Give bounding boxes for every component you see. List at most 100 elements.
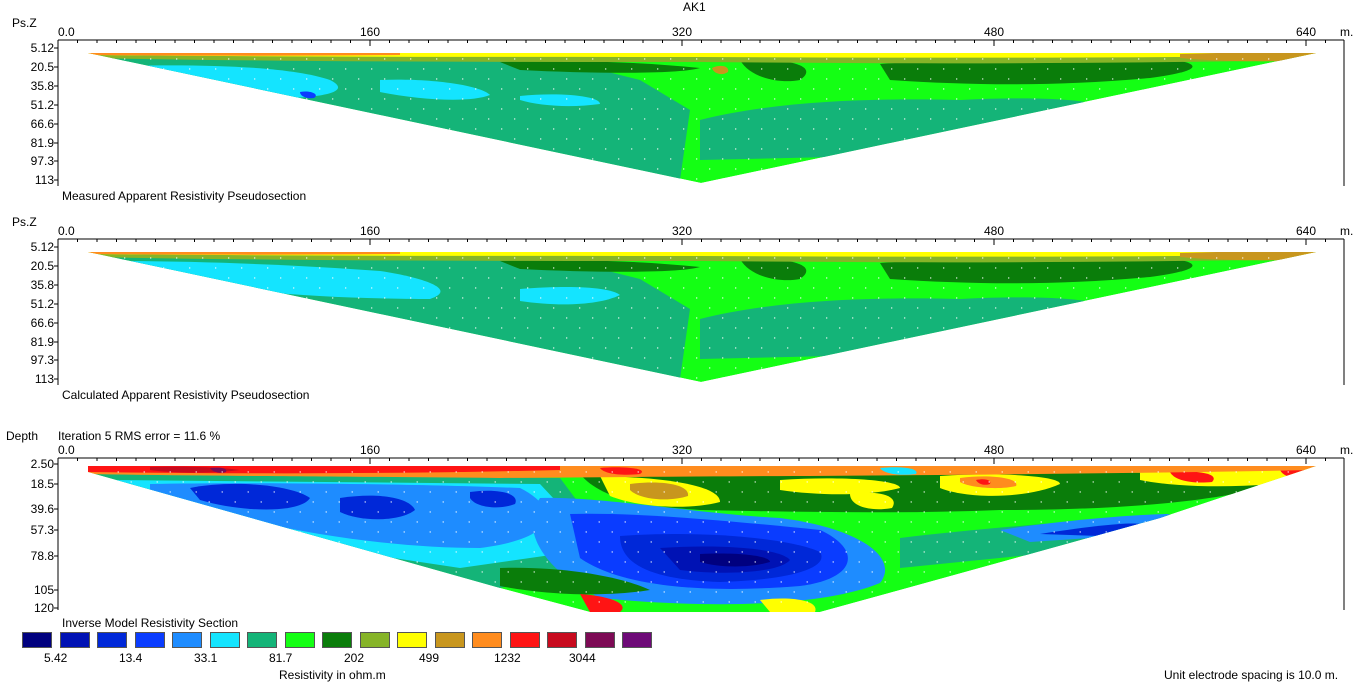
data-point: [267, 108, 269, 110]
data-point: [878, 138, 880, 140]
data-point: [878, 118, 880, 120]
data-point: [1222, 481, 1224, 483]
data-point: [579, 287, 581, 289]
data-point: [826, 78, 828, 80]
data-point: [189, 68, 191, 70]
data-point: [436, 158, 438, 160]
data-point: [683, 148, 685, 150]
high-resistivity-zone: [740, 59, 807, 82]
data-point: [416, 581, 418, 583]
data-point: [1125, 168, 1127, 170]
data-point: [995, 88, 997, 90]
data-point: [1300, 581, 1302, 583]
data-point: [553, 148, 555, 150]
data-point: [1066, 481, 1068, 483]
data-point: [143, 591, 145, 593]
data-point: [397, 267, 399, 269]
data-point: [683, 287, 685, 289]
data-point: [520, 481, 522, 483]
data-point: [332, 158, 334, 160]
data-point: [1281, 168, 1283, 170]
data-point: [1066, 561, 1068, 563]
data-point: [1151, 68, 1153, 70]
data-point: [137, 307, 139, 309]
data-point: [657, 68, 659, 70]
data-point: [936, 581, 938, 583]
data-point: [566, 317, 568, 319]
data-point: [644, 58, 646, 60]
data-point: [280, 58, 282, 60]
data-point: [1287, 591, 1289, 593]
data-point: [670, 158, 672, 160]
data-point: [793, 531, 795, 533]
data-point: [1060, 337, 1062, 339]
data-point: [312, 601, 314, 603]
depth-tick-label: 66.6: [31, 117, 55, 131]
data-point: [1125, 148, 1127, 150]
data-point: [241, 128, 243, 130]
data-point: [878, 78, 880, 80]
data-point: [455, 471, 457, 473]
data-point: [267, 267, 269, 269]
data-point: [1268, 357, 1270, 359]
data-point: [631, 367, 633, 369]
data-point: [481, 531, 483, 533]
data-point: [1040, 521, 1042, 523]
data-point: [462, 257, 464, 259]
data-point: [683, 367, 685, 369]
data-point: [1268, 297, 1270, 299]
data-point: [514, 178, 516, 180]
high-resistivity-zone: [880, 57, 1193, 85]
data-point: [1118, 501, 1120, 503]
data-point: [254, 317, 256, 319]
data-point: [605, 367, 607, 369]
data-point: [787, 367, 789, 369]
data-point: [475, 128, 477, 130]
data-point: [1242, 158, 1244, 160]
data-point: [1021, 367, 1023, 369]
data-point: [143, 571, 145, 573]
data-point: [748, 277, 750, 279]
model-fill: [88, 466, 1316, 612]
data-point: [273, 471, 275, 473]
data-point: [865, 327, 867, 329]
data-point: [930, 158, 932, 160]
inverse-model-section-plot: 0.0 160 320 480 640 m.2.5018.539.657.378.8105…: [31, 443, 1354, 615]
data-point: [566, 257, 568, 259]
data-point: [624, 561, 626, 563]
data-point: [982, 158, 984, 160]
data-point: [1268, 78, 1270, 80]
data-point: [351, 531, 353, 533]
data-point: [871, 591, 873, 593]
data-point: [1203, 68, 1205, 70]
depth-tick-label: 20.5: [31, 60, 55, 74]
data-point: [910, 521, 912, 523]
data-point: [1209, 591, 1211, 593]
data-point: [189, 267, 191, 269]
data-point: [1066, 501, 1068, 503]
data-point: [325, 471, 327, 473]
data-point: [910, 501, 912, 503]
data-point: [962, 521, 964, 523]
data-point: [228, 357, 230, 359]
data-point: [436, 337, 438, 339]
data-point: [1034, 98, 1036, 100]
data-point: [657, 108, 659, 110]
data-point: [436, 178, 438, 180]
data-point: [384, 138, 386, 140]
data-point: [520, 521, 522, 523]
data-point: [1099, 327, 1101, 329]
data-point: [813, 327, 815, 329]
data-point: [156, 581, 158, 583]
data-point: [956, 158, 958, 160]
data-point: [650, 581, 652, 583]
data-point: [1164, 357, 1166, 359]
data-point: [702, 601, 704, 603]
high-resistivity-zone: [780, 478, 900, 495]
data-point: [202, 257, 204, 259]
high-resistivity-zone: [760, 598, 816, 612]
data-point: [1216, 178, 1218, 180]
data-point: [995, 128, 997, 130]
data-point: [293, 267, 295, 269]
data-point: [709, 307, 711, 309]
